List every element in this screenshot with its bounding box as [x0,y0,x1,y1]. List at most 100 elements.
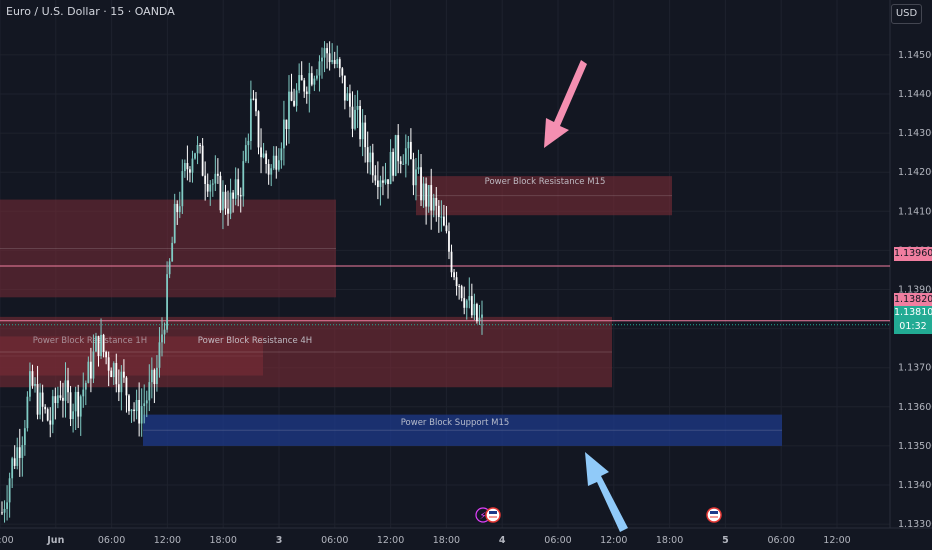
y-tick-label: 1.13600 [898,402,932,413]
candle-body [382,180,384,183]
candle-body [450,251,453,273]
candle-body [293,100,295,106]
candle-body [288,91,290,130]
candle-body [229,192,232,214]
candle-body [262,153,265,158]
candle-body [359,106,361,140]
candle-body [168,261,171,275]
zone-label: Power Block Resistance 1H [33,336,147,346]
candle-body [481,314,483,318]
x-tick-label: 06:00 [768,535,795,546]
candle-body [470,296,473,316]
candle-body [46,409,49,421]
candle-body [328,53,331,63]
candle-body [105,351,108,358]
candle-body [285,119,288,130]
candle-body [232,192,235,199]
candle-body [432,197,435,211]
zone-support [143,414,782,446]
candle-body [267,164,270,175]
x-tick-label: 12:00 [823,535,850,546]
candle-body [473,304,476,316]
zone-resistance [416,176,672,216]
y-tick-label: 1.13900 [898,285,932,296]
candle-body [183,163,186,172]
candle-body [64,380,67,401]
candle-body [100,334,102,357]
x-tick-label: 5 [722,535,729,546]
candle-body [18,447,21,458]
candle-body [1,512,3,514]
candle-body [69,392,72,420]
candle-body [92,351,95,379]
candle-body [79,396,82,417]
candle-body [59,395,62,398]
candle-body [26,396,29,429]
candle-body [371,152,374,176]
candle-body [476,304,478,322]
candle-body [323,48,326,58]
candle-body [95,336,97,352]
candle-body [376,180,379,187]
candle-body [364,122,367,148]
candle-body [420,167,422,201]
candle-body [331,60,334,63]
candle-body [354,109,356,129]
candle-body [402,163,405,165]
candle-body [455,277,458,287]
candle-body [247,140,250,146]
candle-body [478,317,481,322]
candle-body [72,411,75,420]
candle-body [242,161,245,197]
candle-body [392,151,395,176]
price-tag-2: 1.13820 [894,293,932,307]
candle-body [145,400,148,404]
candle-body [128,395,130,412]
blue-arrow-icon [585,452,628,532]
x-tick-label: 06:00 [321,535,348,546]
candle-body [321,57,323,62]
x-tick-label: 06:00 [544,535,571,546]
candle-body [366,147,369,163]
price-tag-1: 1.13960 [894,247,932,261]
candle-body [153,369,156,385]
candle-body [110,370,113,378]
candle-body [89,361,92,379]
candle-body [204,175,207,184]
y-tick-label: 1.14200 [898,167,932,178]
candle-body [178,206,181,213]
y-tick-label: 1.14300 [898,128,932,139]
candle-body [270,168,273,175]
candle-body [166,274,168,330]
candle-body [252,98,255,100]
currency-button[interactable]: USD [891,4,922,24]
candle-body [219,175,222,211]
candle-body [336,59,339,64]
candle-body [290,91,293,101]
x-tick-label: 12:00 [154,535,181,546]
candle-body [316,75,318,79]
candle-body [443,216,445,226]
us-flag-event-icon[interactable] [706,507,722,523]
candle-body [97,336,100,357]
candle-body [374,175,377,181]
candle-body [453,272,455,278]
us-flag-event-icon[interactable] [485,507,501,523]
y-tick-label: 1.14100 [898,206,932,217]
candle-body [150,369,153,383]
candle-body [280,148,283,161]
x-tick-label: 4 [499,535,506,546]
candle-body [283,119,285,149]
candle-body [351,106,354,129]
candle-body [389,151,392,185]
candle-body [36,384,39,415]
candle-body [102,334,105,352]
candle-body [234,179,237,199]
x-tick-label: 12:00 [600,535,627,546]
candle-body [300,75,303,81]
candle-body [194,153,196,159]
candle-body [407,141,410,149]
candle-body [21,445,24,458]
candle-body [310,73,313,85]
